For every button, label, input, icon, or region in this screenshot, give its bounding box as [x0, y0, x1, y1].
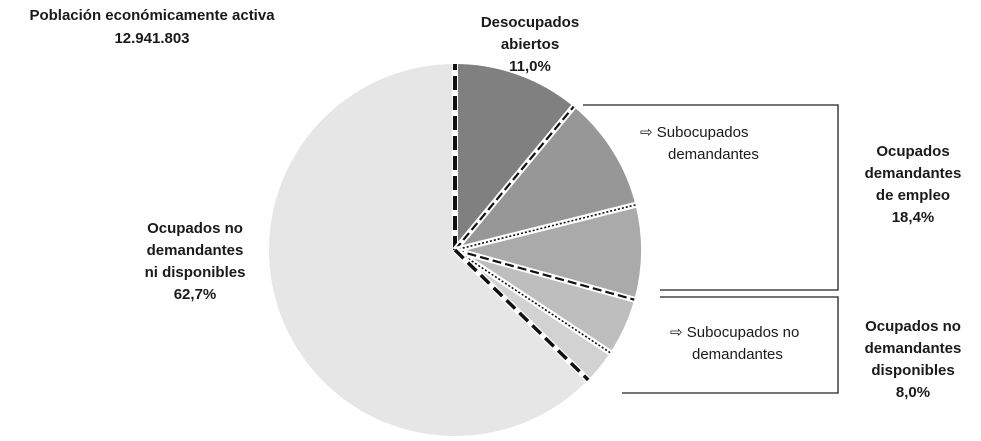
group-label: Desocupados [481, 14, 579, 31]
part-label: demandantes [668, 146, 759, 163]
group-bracket [583, 104, 839, 291]
pie-slice [455, 64, 574, 250]
group-label: disponibles [871, 362, 954, 379]
slice-separator [453, 248, 590, 382]
group-label: de empleo [876, 187, 950, 204]
slice-separator [454, 248, 635, 301]
group-label: Ocupados [876, 143, 949, 160]
group-label: demandantes [865, 165, 962, 182]
slice-separator [454, 204, 636, 251]
pie-slice [269, 64, 589, 436]
part-label: ⇨ Subocupados no [670, 324, 799, 341]
value-label: 8,0% [896, 384, 930, 401]
value-label: 62,7% [174, 286, 217, 303]
group-label: abiertos [501, 36, 559, 53]
pie-slice [455, 250, 611, 380]
chart-subtitle: 12.941.803 [114, 30, 189, 47]
value-label: 18,4% [892, 209, 935, 226]
value-label: 11,0% [509, 58, 551, 75]
chart-title: Población económicamente activa [29, 7, 275, 24]
group-label: demandantes [865, 340, 962, 357]
group-label: demandantes [147, 242, 244, 259]
group-bracket [622, 296, 839, 394]
pie-slice [455, 204, 641, 300]
slice-separator [454, 249, 611, 354]
group-label: Ocupados no [865, 318, 961, 335]
part-label: ⇨ Subocupados [640, 124, 748, 141]
pie-slice [455, 250, 635, 353]
slice-separator [454, 105, 575, 251]
group-label: Ocupados no [147, 220, 243, 237]
part-label: demandantes [692, 346, 783, 363]
group-label: ni disponibles [145, 264, 246, 281]
